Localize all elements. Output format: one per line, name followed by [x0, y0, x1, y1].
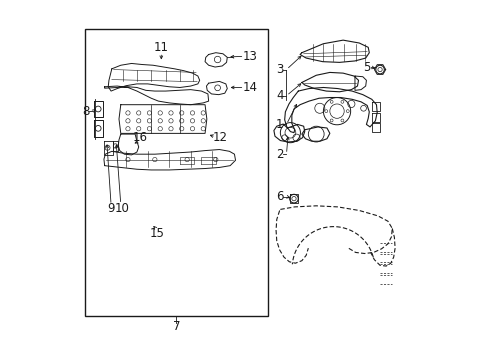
Text: 7: 7 [172, 320, 180, 333]
Text: 11: 11 [154, 41, 168, 54]
Text: 5: 5 [363, 61, 370, 74]
Text: 9: 9 [107, 202, 115, 215]
Text: 1: 1 [275, 118, 283, 131]
Text: 8: 8 [82, 105, 89, 118]
Text: 14: 14 [242, 81, 257, 94]
Text: 6: 6 [275, 190, 283, 203]
Text: 4: 4 [275, 89, 283, 102]
Text: 12: 12 [212, 131, 227, 144]
Text: 3: 3 [275, 63, 283, 76]
Text: 13: 13 [242, 50, 257, 63]
Bar [85, 30, 267, 316]
Text: 16: 16 [132, 131, 147, 144]
Text: 2: 2 [275, 148, 283, 161]
Text: 10: 10 [115, 202, 130, 215]
Text: 15: 15 [149, 226, 164, 239]
